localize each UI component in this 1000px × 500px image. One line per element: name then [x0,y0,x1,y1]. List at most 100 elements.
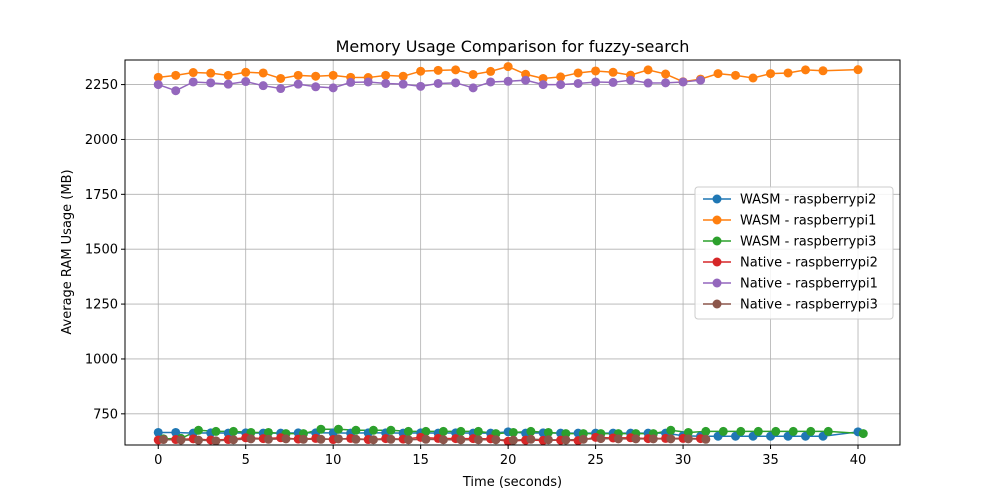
legend-label: Native - raspberrypi2 [740,256,878,271]
data-point [223,70,233,80]
y-tick-label: 1250 [85,298,118,313]
data-point [766,69,776,79]
y-axis-title: Average RAM Usage (MB) [60,169,75,334]
data-point [153,72,163,82]
data-point [556,80,566,90]
data-point [228,435,238,445]
data-point [788,426,798,436]
data-point [468,83,478,93]
data-point [368,435,378,445]
data-point [416,81,426,91]
data-point [211,436,221,446]
legend-label: WASM - raspberrypi2 [740,193,876,208]
data-point [748,73,758,83]
data-point [736,426,746,436]
data-point [491,435,501,445]
data-point [328,70,338,80]
data-point [258,68,268,78]
data-point [451,65,461,75]
data-point [421,434,431,444]
data-point [351,425,361,435]
legend-swatch-marker [712,215,722,225]
legend-swatch-marker [712,194,722,204]
legend-label: WASM - raspberrypi3 [740,235,876,250]
data-point [403,426,413,436]
data-point [853,65,863,75]
data-point [608,77,618,87]
data-point [438,426,448,436]
data-point [556,72,566,82]
y-tick-label: 2000 [85,133,118,148]
data-point [228,426,238,436]
data-point [538,80,548,90]
data-point [771,426,781,436]
legend-swatch-marker [712,299,722,309]
y-tick-label: 2250 [85,78,118,93]
data-point [731,70,741,80]
x-tick-label: 5 [242,453,250,468]
data-point [508,427,518,437]
data-point [608,67,618,77]
data-point [263,434,273,444]
y-tick-label: 1500 [85,243,118,258]
data-point [666,434,676,444]
x-tick-label: 30 [675,453,692,468]
data-point [626,75,636,85]
data-point [316,424,326,434]
data-point [473,426,483,436]
data-point [176,435,186,445]
data-point [526,434,536,444]
data-point [701,426,711,436]
data-point [818,66,828,76]
data-point [328,83,338,93]
data-point [526,426,536,436]
data-point [718,426,728,436]
data-point [193,435,203,445]
y-tick-label: 1750 [85,188,118,203]
data-point [223,79,233,89]
legend-swatch-marker [712,236,722,246]
legend-box [694,186,894,320]
data-point [276,84,286,94]
x-tick-label: 35 [762,453,779,468]
legend-swatch-marker [712,257,722,267]
data-point [398,79,408,89]
legend-label: Native - raspberrypi3 [740,298,878,313]
data-point [153,427,163,437]
x-tick-label: 10 [325,453,342,468]
data-point [363,77,373,87]
data-point [171,70,181,80]
x-tick-label: 0 [154,453,162,468]
series-points [153,62,868,446]
data-point [473,435,483,445]
data-point [666,425,676,435]
data-point [333,434,343,444]
plot-frame [124,59,901,446]
series-line-1 [158,65,859,83]
data-point [438,435,448,445]
data-point [311,71,321,81]
data-point [486,77,496,87]
data-point [683,434,693,444]
y-tick-label: 750 [93,407,118,422]
data-point [661,78,671,88]
data-point [241,67,251,77]
data-point [661,69,671,79]
data-point [508,435,518,445]
data-point [416,66,426,76]
data-point [456,426,466,436]
data-point [503,76,513,86]
data-point [433,65,443,75]
data-point [783,68,793,78]
data-point [801,65,811,75]
x-axis-title: Time (seconds) [462,475,562,490]
data-point [386,425,396,435]
data-point [543,427,553,437]
data-point [858,429,868,439]
data-point [486,66,496,76]
data-point [188,68,198,78]
x-tick-label: 25 [587,453,604,468]
data-point [578,434,588,444]
data-point [211,426,221,436]
